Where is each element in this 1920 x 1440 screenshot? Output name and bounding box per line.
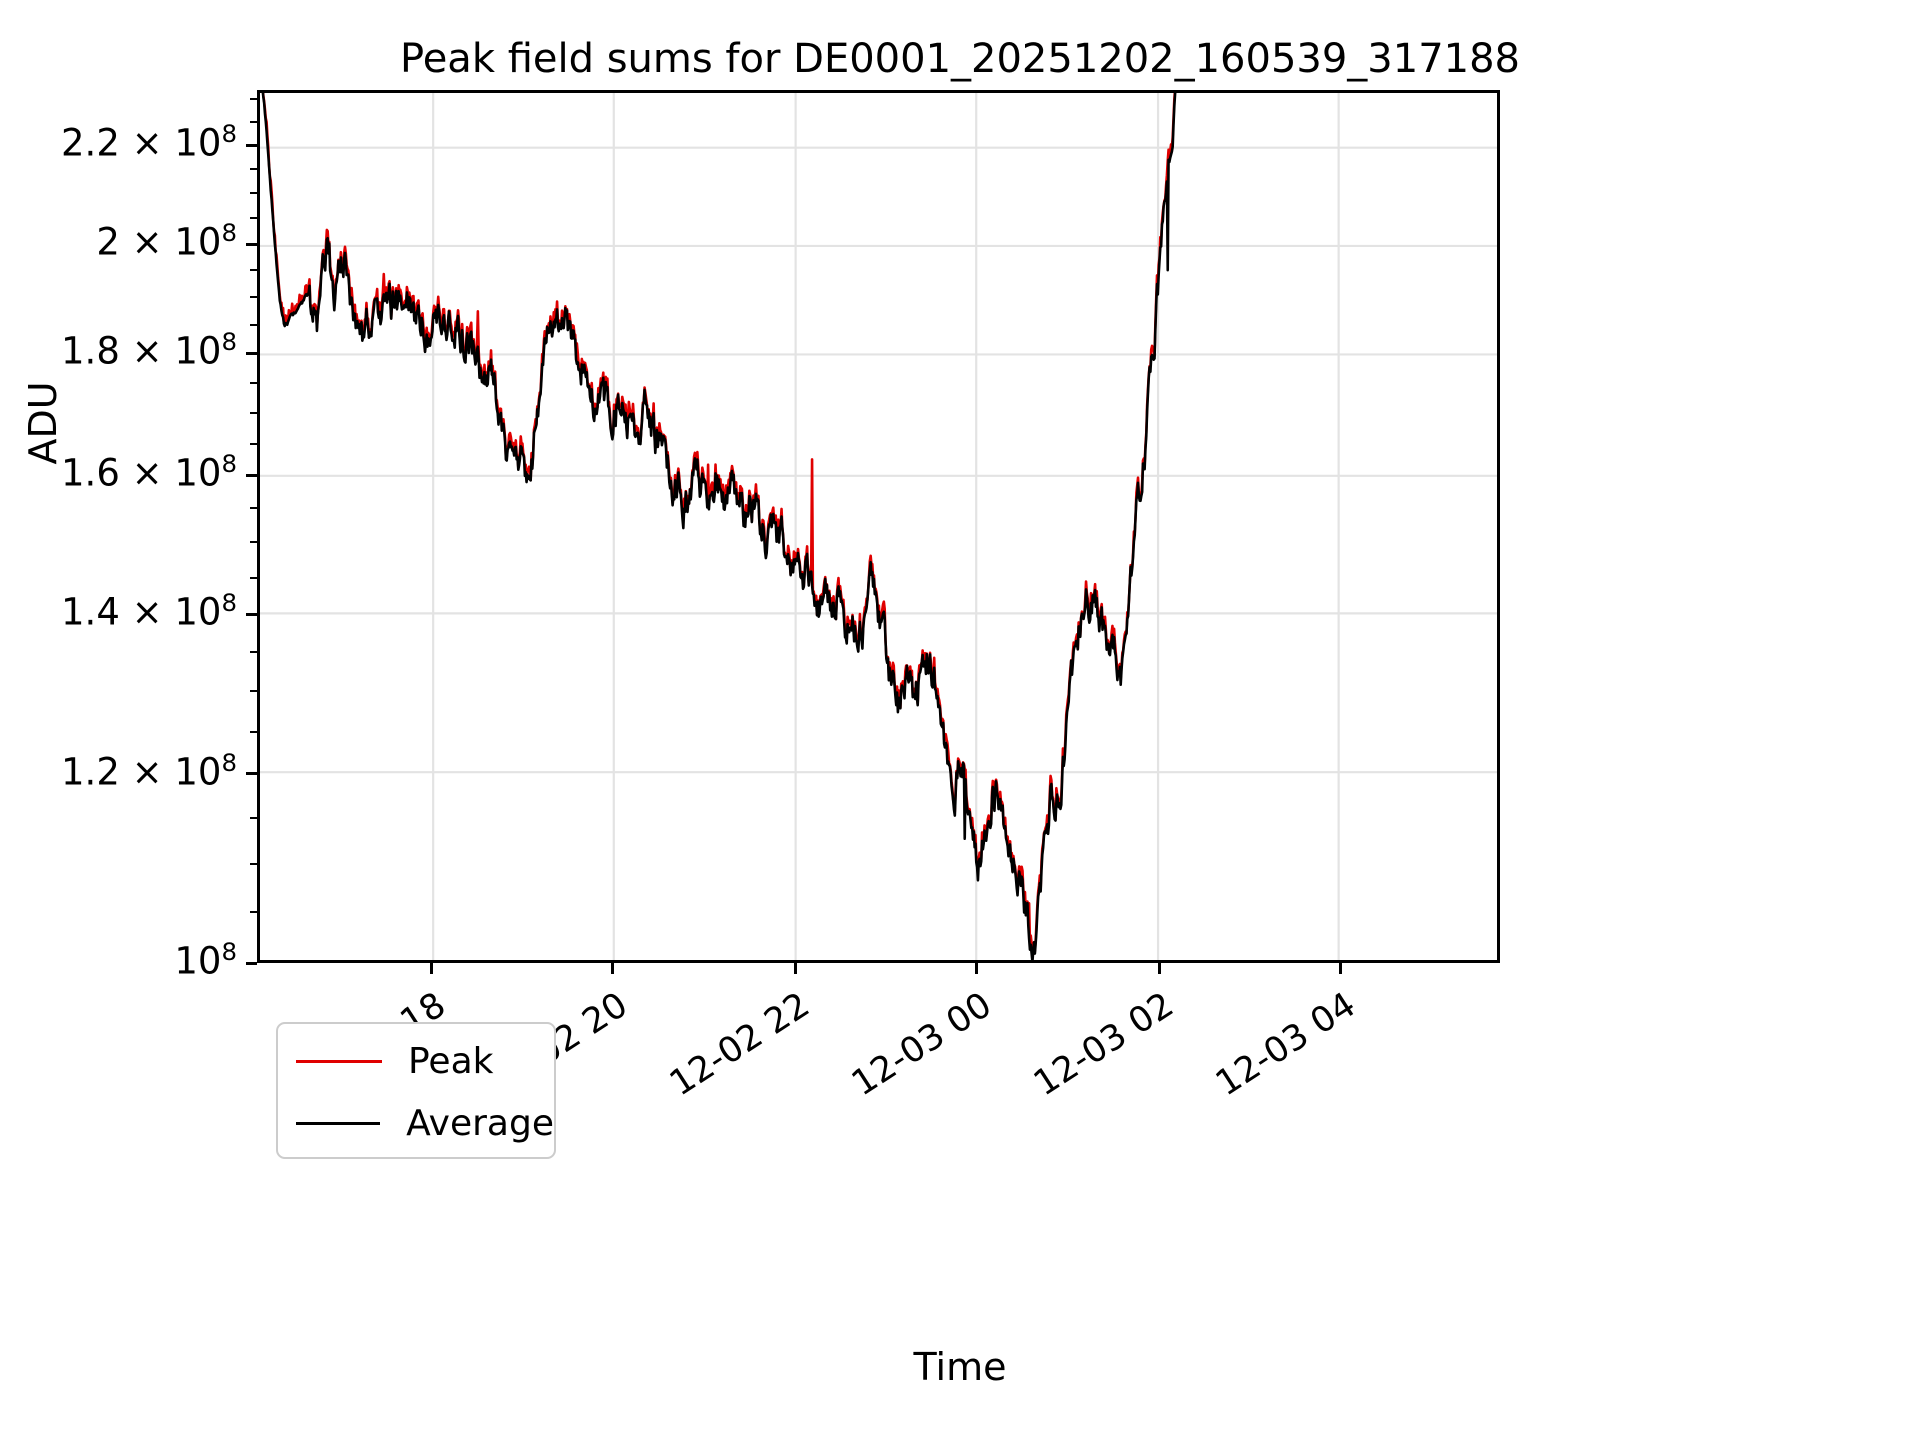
legend-item-average[interactable]: Average — [278, 1094, 554, 1152]
x-tick-mark — [611, 963, 614, 974]
y-tick-minor — [250, 120, 257, 123]
y-tick-mark — [246, 242, 257, 246]
y-tick-minor — [250, 381, 257, 384]
x-axis-label: Time — [913, 1345, 1007, 1389]
x-tick-mark — [1157, 963, 1161, 974]
y-tick-minor — [250, 541, 257, 544]
x-tick-mark — [793, 963, 797, 974]
legend-swatch-average-icon — [296, 1121, 381, 1125]
y-tick-minor — [250, 217, 257, 220]
y-tick-label: 2.2 × 108 — [61, 119, 237, 165]
legend-item-peak[interactable]: Peak — [278, 1032, 554, 1090]
y-tick-minor — [250, 817, 257, 819]
legend-label-average: Average — [406, 1102, 554, 1144]
y-tick-minor — [250, 323, 257, 326]
legend[interactable]: Peak Average — [276, 1022, 556, 1159]
y-tick-minor — [250, 269, 257, 272]
y-tick-minor — [250, 863, 257, 866]
y-tick-minor — [250, 167, 257, 170]
y-tick-minor — [250, 689, 257, 692]
plot-area — [257, 90, 1500, 963]
y-tick-mark — [246, 772, 257, 776]
y-tick-minor — [250, 576, 257, 579]
y-tick-mark — [246, 473, 257, 477]
y-tick-minor — [250, 507, 257, 510]
y-tick-label: 1.6 × 108 — [61, 449, 237, 495]
y-tick-label: 1.2 × 108 — [61, 747, 237, 794]
chart-title: Peak field sums for DE0001_20251202_1605… — [400, 36, 1520, 82]
y-tick-mark — [246, 961, 257, 965]
y-tick-minor — [250, 192, 257, 195]
legend-swatch-peak-icon — [296, 1059, 382, 1063]
y-tick-minor — [250, 730, 257, 733]
y-tick-minor — [250, 411, 257, 414]
y-tick-minor — [250, 650, 257, 653]
x-tick-mark — [429, 963, 433, 974]
y-tick-label: 108 — [174, 937, 237, 983]
y-tick-mark — [246, 143, 257, 147]
y-tick-mark — [246, 351, 257, 355]
y-tick-minor — [250, 911, 257, 914]
y-tick-minor — [250, 442, 257, 445]
y-tick-label: 2 × 108 — [96, 218, 237, 264]
y-tick-minor — [250, 98, 257, 100]
y-tick-label: 1.8 × 108 — [61, 327, 237, 373]
y-tick-minor — [250, 296, 257, 299]
y-tick-mark — [246, 612, 257, 616]
legend-label-peak: Peak — [408, 1040, 494, 1082]
y-tick-label: 1.4 × 108 — [61, 588, 237, 634]
data-lines — [261, 93, 1177, 960]
x-tick-mark — [1339, 963, 1343, 974]
x-tick-mark — [975, 963, 979, 974]
